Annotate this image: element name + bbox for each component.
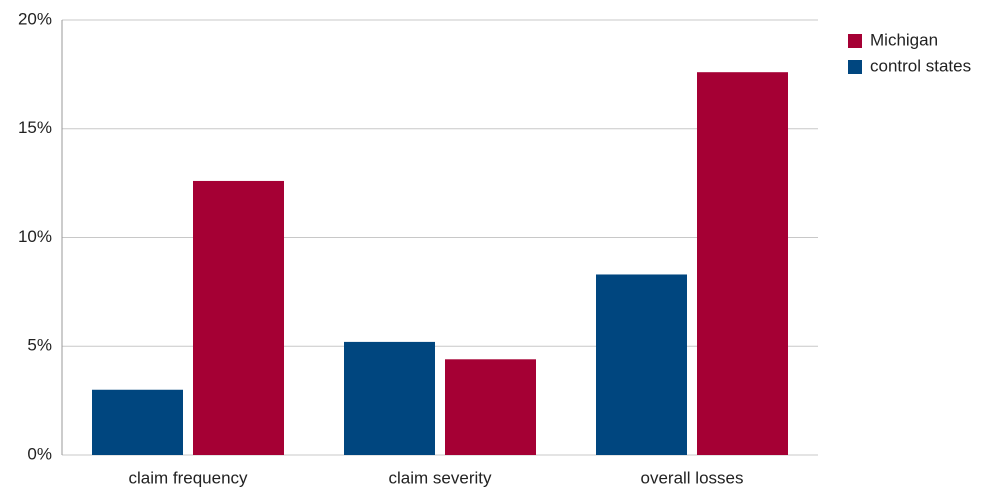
x-tick-label: claim frequency <box>128 468 248 487</box>
y-tick-label: 15% <box>18 118 52 137</box>
y-tick-label: 10% <box>18 227 52 246</box>
bar <box>697 72 788 455</box>
bar <box>596 274 687 455</box>
legend-label: Michigan <box>870 30 938 49</box>
legend-swatch <box>848 34 862 48</box>
y-tick-label: 5% <box>27 336 52 355</box>
bar <box>92 389 183 455</box>
x-tick-label: claim severity <box>389 468 492 487</box>
y-tick-label: 0% <box>27 444 52 463</box>
bar <box>344 341 435 455</box>
bar <box>193 180 284 455</box>
legend-label: control states <box>870 56 971 75</box>
bar <box>445 359 536 455</box>
x-tick-label: overall losses <box>641 468 744 487</box>
legend-swatch <box>848 60 862 74</box>
y-tick-label: 20% <box>18 9 52 28</box>
